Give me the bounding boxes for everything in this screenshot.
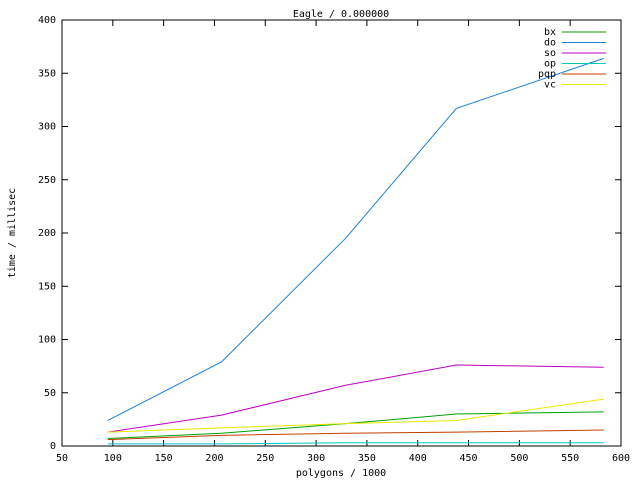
x-tick-label: 600 (612, 453, 630, 464)
chart-title: Eagle / 0.000000 (293, 9, 389, 20)
y-tick-label: 400 (38, 15, 56, 26)
x-tick-label: 50 (56, 453, 68, 464)
y-tick-label: 250 (38, 175, 56, 186)
x-axis-label: polygons / 1000 (296, 468, 386, 479)
data-line (107, 364, 604, 433)
y-tick-label: 100 (38, 335, 56, 346)
legend-label: so (544, 48, 556, 59)
y-tick-label: 50 (44, 388, 56, 399)
data-line (107, 429, 604, 441)
x-tick-label: 450 (460, 453, 478, 464)
x-tick-label: 350 (358, 453, 376, 464)
data-line (107, 411, 604, 440)
y-tick-label: 150 (38, 281, 56, 292)
legend-label: do (544, 38, 556, 49)
legend-label: op (544, 59, 556, 70)
data-line (107, 398, 604, 433)
x-tick-label: 200 (205, 453, 223, 464)
legend-label: vc (544, 80, 556, 91)
x-tick-label: 550 (561, 453, 579, 464)
legend-label: pqp (538, 69, 556, 80)
legend-label: bx (544, 27, 556, 38)
x-tick-label: 300 (307, 453, 325, 464)
y-tick-label: 200 (38, 228, 56, 239)
data-line (107, 442, 604, 445)
x-tick-label: 250 (256, 453, 274, 464)
y-tick-label: 300 (38, 122, 56, 133)
y-axis-label: time / millisec (7, 188, 18, 278)
x-tick-label: 150 (155, 453, 173, 464)
x-tick-label: 400 (409, 453, 427, 464)
plot-frame (61, 19, 622, 447)
x-tick-label: 100 (104, 453, 122, 464)
y-tick-label: 0 (50, 441, 56, 452)
y-tick-label: 350 (38, 68, 56, 79)
x-tick-label: 500 (510, 453, 528, 464)
data-line (107, 57, 604, 421)
